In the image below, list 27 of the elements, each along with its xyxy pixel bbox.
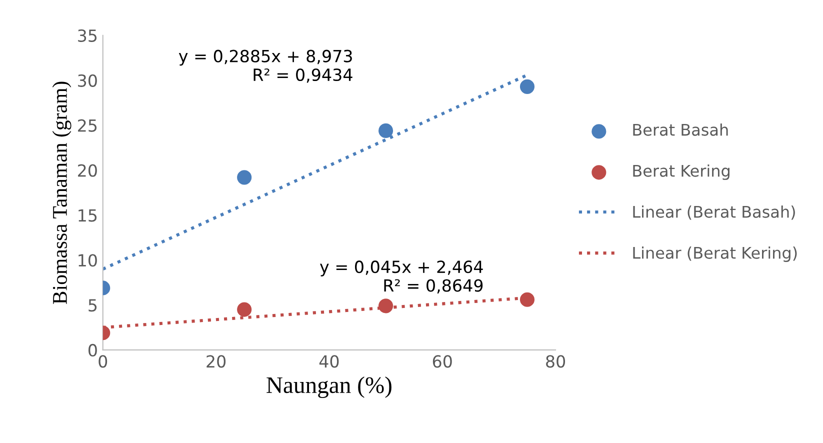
y-tick-label: 15 <box>78 209 97 222</box>
y-tick-label: 5 <box>88 299 97 312</box>
y-tick-label: 20 <box>78 164 97 177</box>
y-tick-label: 10 <box>78 254 97 267</box>
x-tick-label: 80 <box>546 355 566 368</box>
legend-label: Berat Basah <box>633 123 728 136</box>
x-tick-label: 0 <box>98 355 108 368</box>
point <box>378 123 394 138</box>
y-tick-label: 25 <box>78 119 97 132</box>
annotation: y = 0,2885x + 8,973 R² = 0,9434 <box>178 50 352 83</box>
legend-label: Berat Kering <box>633 164 730 180</box>
x-axis-title: Naungan (%) <box>266 376 392 398</box>
legend-label: Linear (Berat Basah) <box>633 205 795 220</box>
y-tick-label: 0 <box>88 344 97 357</box>
point <box>237 170 252 185</box>
legend-label: Linear (Berat Kering) <box>633 246 797 262</box>
annotation: y = 0,045x + 2,464 R² = 0,8649 <box>320 260 483 294</box>
y-axis-title: Biomassa Tanaman (gram) <box>52 82 72 304</box>
x-tick-label: 60 <box>432 355 452 368</box>
y-tick-label: 35 <box>78 29 97 42</box>
y-tick-label: 30 <box>78 74 97 87</box>
point <box>378 298 394 314</box>
x-tick-label: 20 <box>206 355 226 368</box>
point <box>520 292 535 307</box>
point <box>520 79 535 94</box>
x-tick-label: 40 <box>319 355 339 368</box>
point <box>237 302 252 317</box>
